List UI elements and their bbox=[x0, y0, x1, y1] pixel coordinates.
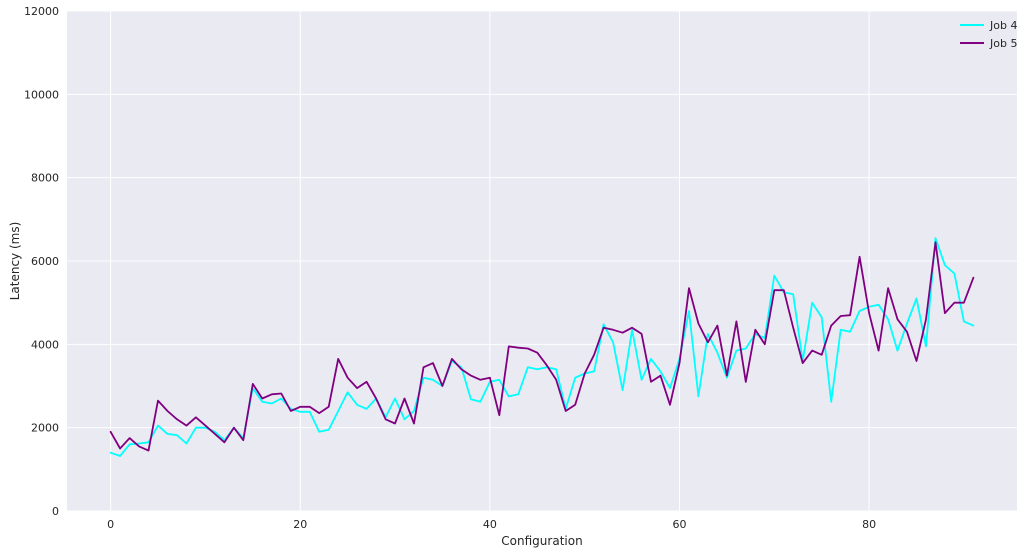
x-tick-label: 40 bbox=[483, 518, 497, 531]
x-tick-label: 80 bbox=[862, 518, 876, 531]
series-line-job-5 bbox=[109, 241, 975, 452]
x-tick-labels: 0 20 40 60 80 bbox=[107, 518, 876, 531]
x-tick-label: 20 bbox=[293, 518, 307, 531]
y-tick-labels: 0 2000 4000 6000 8000 10000 12000 bbox=[24, 5, 59, 518]
y-tick-label: 4000 bbox=[31, 338, 59, 351]
grid-lines bbox=[67, 10, 1017, 512]
series-lines bbox=[109, 237, 975, 457]
x-tick-label: 0 bbox=[107, 518, 114, 531]
series-line-job-4 bbox=[109, 237, 975, 457]
legend-label: Job 5 bbox=[989, 37, 1017, 50]
y-axis-label: Latency (ms) bbox=[8, 222, 22, 301]
legend-label: Job 4 bbox=[989, 19, 1017, 32]
y-tick-label: 0 bbox=[52, 505, 59, 518]
x-tick-label: 60 bbox=[672, 518, 686, 531]
y-tick-label: 10000 bbox=[24, 88, 59, 101]
x-axis-label: Configuration bbox=[501, 534, 582, 548]
y-tick-label: 6000 bbox=[31, 255, 59, 268]
y-tick-label: 12000 bbox=[24, 5, 59, 18]
legend: Job 4 Job 5 bbox=[960, 19, 1017, 50]
y-tick-label: 2000 bbox=[31, 422, 59, 435]
y-tick-label: 8000 bbox=[31, 172, 59, 185]
